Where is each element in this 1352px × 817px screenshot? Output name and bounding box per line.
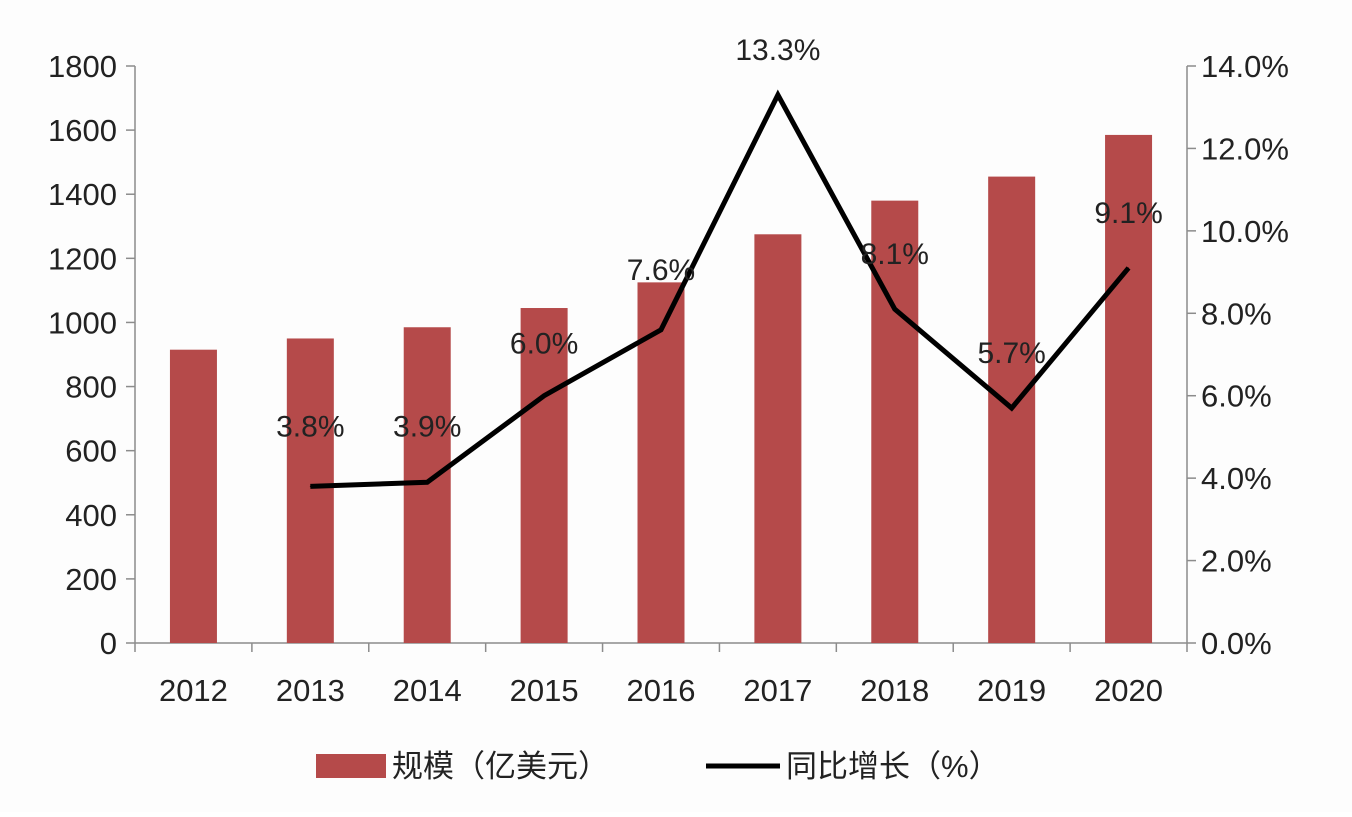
right-tick-label: 12.0% [1201,131,1289,166]
left-tick-label: 200 [65,562,117,597]
left-tick-label: 1800 [48,49,117,84]
bar-series [169,134,1153,644]
left-tick-label: 600 [65,434,117,469]
x-category-label: 2015 [510,673,579,708]
right-tick-label: 2.0% [1201,544,1272,579]
line-point [309,485,311,487]
legend-bar-swatch [316,754,386,778]
right-tick-label: 0.0% [1201,626,1272,661]
line-point [660,329,662,331]
x-category-label: 2018 [860,673,929,708]
data-label: 3.8% [276,410,344,443]
data-label: 7.6% [627,254,695,287]
x-category-label: 2017 [743,673,812,708]
left-tick-label: 1400 [48,177,117,212]
x-category-label: 2012 [159,673,228,708]
right-tick-label: 14.0% [1201,49,1289,84]
line-point [1128,267,1130,269]
legend: 规模（亿美元） 同比增长（%） [316,749,1000,784]
line-point [894,308,896,310]
right-tick-label: 4.0% [1201,461,1272,496]
legend-bar-label: 规模（亿美元） [392,749,609,784]
growth-line [310,89,1131,489]
bar [1105,134,1153,644]
data-label: 13.3% [735,34,820,67]
data-label: 9.1% [1094,197,1162,230]
left-tick-label: 1200 [48,241,117,276]
bar [871,200,919,643]
bar [754,234,802,643]
data-label: 6.0% [510,328,578,361]
data-labels: 3.8% 3.9% 6.0% 7.6% 13.3% 8.1% 5.7% 9.1% [276,34,1163,444]
axes: 0 200 400 600 800 1000 1200 1400 1600 1800 0.0% 2.0… [48,49,1289,708]
left-tick-label: 1600 [48,113,117,148]
bar [286,338,334,643]
line-point [777,94,779,96]
data-label: 5.7% [977,337,1045,370]
right-tick-label: 6.0% [1201,379,1272,414]
x-category-label: 2019 [977,673,1046,708]
bar [637,282,685,643]
data-label: 3.9% [393,410,461,443]
x-category-label: 2013 [276,673,345,708]
left-tick-label: 800 [65,370,117,405]
line-point [1011,407,1013,409]
right-tick-label: 10.0% [1201,214,1289,249]
left-tick-label: 1000 [48,305,117,340]
left-tick-label: 400 [65,498,117,533]
legend-line-label: 同比增长（%） [786,749,1000,784]
x-category-label: 2014 [393,673,462,708]
x-category-label: 2016 [627,673,696,708]
line-series [309,89,1131,489]
bar [169,349,217,643]
bar [520,308,568,643]
x-category-label: 2020 [1094,673,1163,708]
right-tick-label: 8.0% [1201,296,1272,331]
line-point [543,395,545,397]
left-tick-label: 0 [100,626,117,661]
data-label: 8.1% [861,238,929,271]
line-point [426,481,428,483]
